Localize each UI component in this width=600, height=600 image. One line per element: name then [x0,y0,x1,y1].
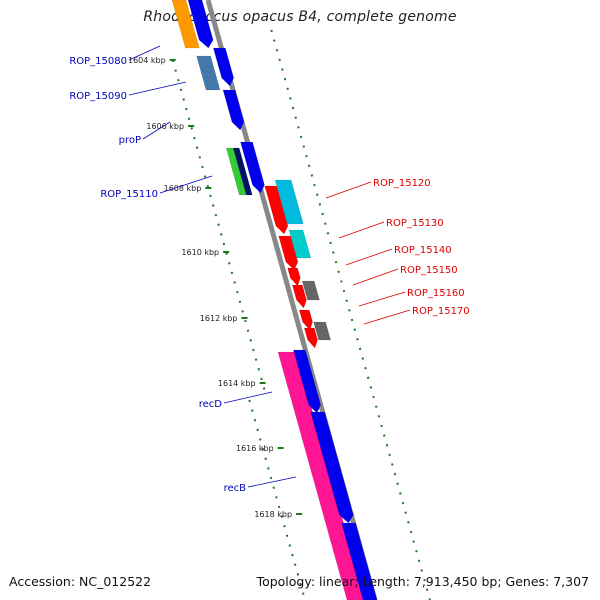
gene-rop15130 [278,235,299,271]
left-dotted-track-lower [248,399,306,600]
gene-rop15150-grey [301,280,320,301]
gene-labels: ROP_15080 ROP_15090 proP ROP_15110 recD recB R… [69,45,470,494]
gene-label-right: ROP_15140 [394,245,452,256]
gene-label-connector [338,221,385,239]
gene-rop15090 [196,55,221,91]
gene-rop15170 [303,327,318,349]
gene-rop15160 [298,309,313,331]
gene-label-left: recD [199,399,223,410]
gene-rop15150 [291,284,307,309]
gene-rop15080-b [187,0,214,49]
gene-label-connector [358,291,406,307]
gene-label-left: proP [119,135,141,146]
tick-marks: 1604 kbp 1606 kbp 1608 kbp 1610 kbp 1612 kbp… [128,56,303,519]
gene-label-connector [128,81,187,96]
gene-label-connector [223,391,273,404]
tick-label: 1608 kbp [164,184,202,193]
gene-rop15110-dark [232,147,253,196]
gene-label-right: ROP_15130 [386,218,444,229]
tick-label: 1612 kbp [200,314,238,323]
gene-rop15090-b [213,47,234,87]
tick-label: 1618 kbp [254,510,292,519]
gene-label-left: ROP_15090 [69,91,127,102]
genome-title: Rhodococcus opacus B4, complete genome [143,9,457,25]
gene-label-left: ROP_15110 [100,189,158,200]
gene-recb [310,411,354,524]
topology-text: Topology: linear; Length: 7,913,450 bp; … [256,574,589,589]
gene-recd [293,349,321,414]
gene-label-connector [352,268,399,286]
gene-label-right: ROP_15120 [373,178,431,189]
gene-label-connector [345,248,393,266]
gene-rop15170-grey [313,321,331,341]
gene-label-connector [247,476,297,488]
gene-rop15140 [287,267,301,287]
gene-label-connector [363,309,411,325]
gene-label-connector [159,175,213,194]
gene-label-right: ROP_15170 [412,306,470,317]
gene-rop15120-cyan [274,179,304,225]
gene-label-left: recB [224,483,247,494]
gene-label-left: ROP_15080 [69,56,127,67]
tick-label: 1604 kbp [128,56,166,65]
gene-features [171,0,378,600]
gene-rop15110 [240,141,265,194]
gene-label-connector [142,121,171,140]
gene-label-right: ROP_15160 [407,288,465,299]
gene-label-connector [128,45,161,61]
tick-label: 1606 kbp [146,122,184,131]
gene-label-connector [325,181,372,199]
tick-label: 1610 kbp [181,248,219,257]
gene-rop15120 [264,185,289,235]
gene-rop15130-cyan [288,229,312,259]
gene-recd-recb-pink [277,351,366,600]
tick-label: 1616 kbp [236,444,274,453]
tick-label: 1614 kbp [218,379,256,388]
accession-text: Accession: NC_012522 [9,574,152,589]
gene-prop [222,89,245,131]
gene-label-right: ROP_15150 [400,265,458,276]
gene-rop15080 [171,0,200,49]
gene-recb-2 [341,522,378,600]
left-dotted-track [171,59,267,396]
